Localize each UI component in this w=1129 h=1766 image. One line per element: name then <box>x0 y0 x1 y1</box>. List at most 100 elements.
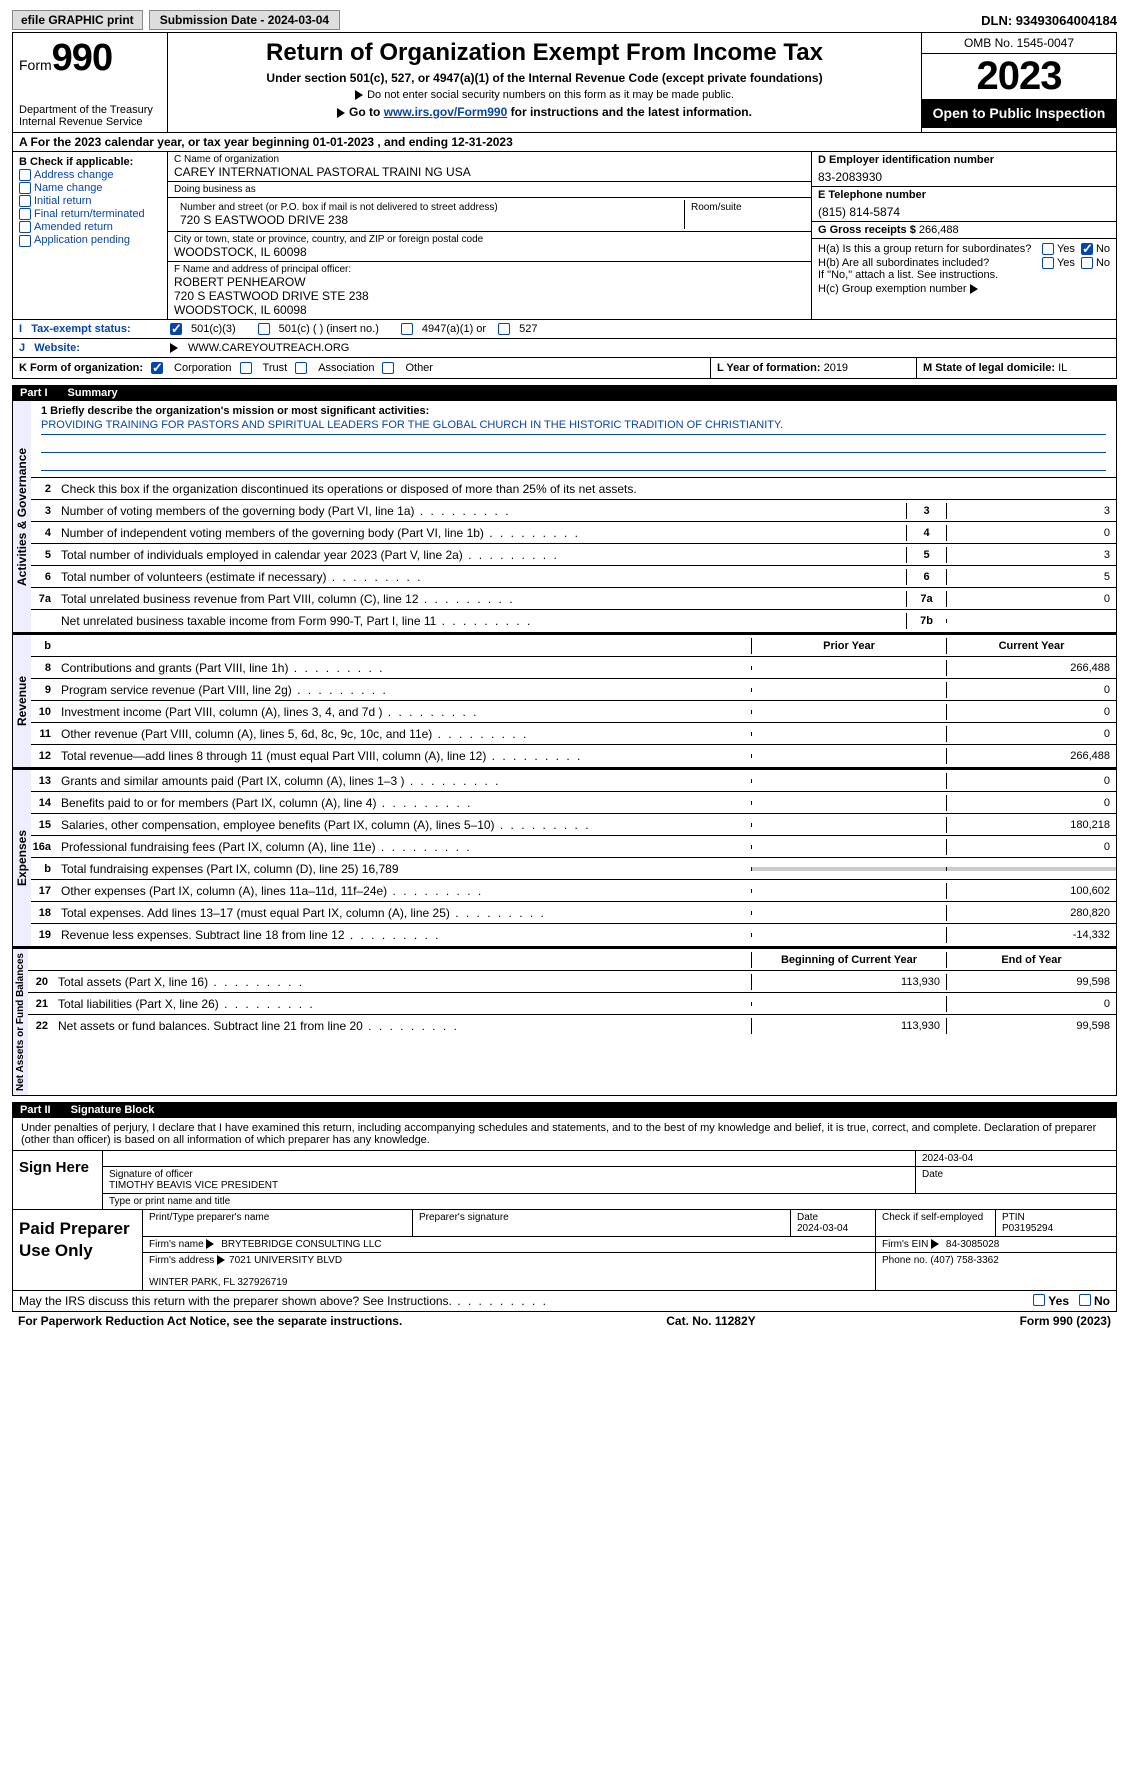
state-domicile: IL <box>1058 362 1067 374</box>
discuss-yes[interactable] <box>1033 1294 1045 1306</box>
k-label: K Form of organization: <box>19 362 143 374</box>
chk-501c[interactable] <box>258 323 270 335</box>
revenue-section: Revenue bPrior YearCurrent Year 8Contrib… <box>12 633 1117 768</box>
officer-sig-name: TIMOTHY BEAVIS VICE PRESIDENT <box>109 1180 909 1191</box>
firm-ein: 84-3085028 <box>946 1239 999 1250</box>
hb-yes[interactable] <box>1042 257 1054 269</box>
col-d-right: D Employer identification number 83-2083… <box>811 152 1116 319</box>
paperwork-note: For Paperwork Reduction Act Notice, see … <box>18 1314 402 1328</box>
exp-label: Expenses <box>13 770 31 946</box>
prior-year-hdr: Prior Year <box>751 638 946 654</box>
mission-block: 1 Briefly describe the organization's mi… <box>31 401 1116 478</box>
form-number: 990 <box>52 37 112 79</box>
part1-body: Activities & Governance 1 Briefly descri… <box>12 401 1117 633</box>
chk-amended[interactable]: Amended return <box>19 221 161 233</box>
cat-no: Cat. No. 11282Y <box>666 1314 755 1328</box>
dept-label: Department of the Treasury Internal Reve… <box>19 104 161 128</box>
line2: Check this box if the organization disco… <box>57 480 1116 498</box>
main-identity-grid: B Check if applicable: Address change Na… <box>12 152 1117 320</box>
omb-number: OMB No. 1545-0047 <box>922 33 1116 54</box>
chk-other[interactable] <box>382 362 394 374</box>
year-formation: 2019 <box>824 362 848 374</box>
org-name-label: C Name of organization <box>174 154 805 165</box>
col-c-org-info: C Name of organization CAREY INTERNATION… <box>168 152 811 319</box>
chk-4947[interactable] <box>401 323 413 335</box>
header-mid: Return of Organization Exempt From Incom… <box>168 33 921 132</box>
sig-date: 2024-03-04 <box>916 1151 1116 1166</box>
ein-label: D Employer identification number <box>818 154 1110 166</box>
room-label: Room/suite <box>691 202 799 213</box>
goto-link[interactable]: Go to www.irs.gov/Form990 for instructio… <box>176 105 913 119</box>
chk-final-return[interactable]: Final return/terminated <box>19 208 161 220</box>
self-emp[interactable]: Check if self-employed <box>876 1210 996 1236</box>
org-name: CAREY INTERNATIONAL PASTORAL TRAINI NG U… <box>174 165 805 179</box>
hb-label: H(b) Are all subordinates included? <box>818 257 1042 269</box>
gross-label: G Gross receipts $ <box>818 224 916 236</box>
signature-block: Under penalties of perjury, I declare th… <box>12 1118 1117 1291</box>
dln: DLN: 93493064004184 <box>981 13 1117 28</box>
officer-label: F Name and address of principal officer: <box>174 264 805 275</box>
officer-value: ROBERT PENHEAROW 720 S EASTWOOD DRIVE ST… <box>174 275 805 317</box>
chk-pending[interactable]: Application pending <box>19 234 161 246</box>
firm-name: BRYTEBRIDGE CONSULTING LLC <box>221 1239 381 1250</box>
form-header: Form990 Department of the Treasury Inter… <box>12 32 1117 133</box>
sign-here-label: Sign Here <box>13 1151 103 1209</box>
current-year-hdr: Current Year <box>946 638 1116 654</box>
ptin: P03195294 <box>1002 1223 1053 1234</box>
hc-label: H(c) Group exemption number <box>818 283 967 295</box>
inspection-badge: Open to Public Inspection <box>922 99 1116 128</box>
hb-note: If "No," attach a list. See instructions… <box>818 269 1110 281</box>
addr-label: Number and street (or P.O. box if mail i… <box>180 202 678 213</box>
form-id: Form 990 (2023) <box>1020 1314 1111 1328</box>
topbar: efile GRAPHIC print Submission Date - 20… <box>12 10 1117 30</box>
discuss-no[interactable] <box>1079 1294 1091 1306</box>
chk-name-change[interactable]: Name change <box>19 182 161 194</box>
row-k-l-m: K Form of organization: Corporation Trus… <box>12 358 1117 379</box>
efile-button[interactable]: efile GRAPHIC print <box>12 10 143 30</box>
col-b-checkboxes: B Check if applicable: Address change Na… <box>13 152 168 319</box>
chk-corp[interactable] <box>151 362 163 374</box>
chk-501c3[interactable] <box>170 323 182 335</box>
boy-hdr: Beginning of Current Year <box>751 952 946 968</box>
phone-value: (815) 814-5874 <box>818 205 1110 219</box>
phone-label: E Telephone number <box>818 189 1110 201</box>
row-a-taxyear: A For the 2023 calendar year, or tax yea… <box>12 133 1117 152</box>
dba-label: Doing business as <box>174 184 805 195</box>
ein-value: 83-2083930 <box>818 170 1110 184</box>
header-right: OMB No. 1545-0047 2023 Open to Public In… <box>921 33 1116 132</box>
form-990-page: efile GRAPHIC print Submission Date - 20… <box>0 0 1129 1340</box>
footer: For Paperwork Reduction Act Notice, see … <box>12 1312 1117 1330</box>
hb-no[interactable] <box>1081 257 1093 269</box>
form-subtitle: Under section 501(c), 527, or 4947(a)(1)… <box>176 71 913 85</box>
website-url[interactable]: WWW.CAREYOUTREACH.ORG <box>188 342 349 354</box>
col-b-header: B Check if applicable: <box>19 156 161 168</box>
chk-address-change[interactable]: Address change <box>19 169 161 181</box>
chk-527[interactable] <box>498 323 510 335</box>
city-value: WOODSTOCK, IL 60098 <box>174 245 805 259</box>
row-j-website: J Website: WWW.CAREYOUTREACH.ORG <box>12 339 1117 358</box>
row-i-status: I Tax-exempt status: 501(c)(3) 501(c) ( … <box>12 320 1117 339</box>
eoy-hdr: End of Year <box>946 952 1116 968</box>
gov-label: Activities & Governance <box>13 401 31 632</box>
city-label: City or town, state or province, country… <box>174 234 805 245</box>
chk-trust[interactable] <box>240 362 252 374</box>
rev-label: Revenue <box>13 635 31 767</box>
expenses-section: Expenses 13Grants and similar amounts pa… <box>12 768 1117 947</box>
triangle-icon <box>355 90 363 100</box>
part2-header: Part II Signature Block <box>12 1102 1117 1118</box>
gross-value: 266,488 <box>919 224 959 236</box>
ha-no[interactable] <box>1081 243 1093 255</box>
irs-discuss-row: May the IRS discuss this return with the… <box>12 1291 1117 1312</box>
submission-date: Submission Date - 2024-03-04 <box>149 10 340 30</box>
ha-label: H(a) Is this a group return for subordin… <box>818 243 1042 255</box>
chk-initial-return[interactable]: Initial return <box>19 195 161 207</box>
netassets-section: Net Assets or Fund Balances Beginning of… <box>12 947 1117 1096</box>
tax-year: 2023 <box>922 54 1116 99</box>
prep-date: 2024-03-04 <box>797 1223 848 1234</box>
ha-yes[interactable] <box>1042 243 1054 255</box>
paid-preparer-label: Paid Preparer Use Only <box>13 1210 143 1290</box>
ssn-note: Do not enter social security numbers on … <box>367 89 734 101</box>
form-label: Form <box>19 57 52 73</box>
chk-assoc[interactable] <box>295 362 307 374</box>
firm-phone: (407) 758-3362 <box>930 1255 998 1266</box>
